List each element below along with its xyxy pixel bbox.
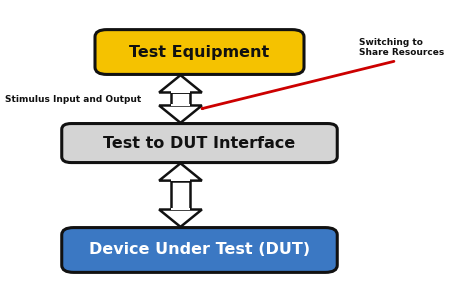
Polygon shape bbox=[159, 75, 202, 92]
Text: Switching to
Share Resources: Switching to Share Resources bbox=[359, 38, 444, 58]
Text: Test Equipment: Test Equipment bbox=[129, 45, 270, 60]
Polygon shape bbox=[159, 105, 202, 123]
FancyBboxPatch shape bbox=[62, 123, 337, 162]
Polygon shape bbox=[159, 163, 202, 181]
Bar bbox=[171, 179, 190, 181]
Bar bbox=[171, 181, 190, 210]
Polygon shape bbox=[159, 210, 202, 227]
Text: Stimulus Input and Output: Stimulus Input and Output bbox=[5, 95, 141, 104]
FancyBboxPatch shape bbox=[62, 228, 337, 272]
Bar bbox=[171, 104, 190, 106]
Text: Device Under Test (DUT): Device Under Test (DUT) bbox=[89, 242, 310, 257]
Bar bbox=[171, 92, 190, 105]
Text: Test to DUT Interface: Test to DUT Interface bbox=[104, 136, 295, 151]
FancyBboxPatch shape bbox=[95, 30, 304, 75]
Bar bbox=[171, 208, 190, 210]
Bar bbox=[171, 91, 190, 93]
